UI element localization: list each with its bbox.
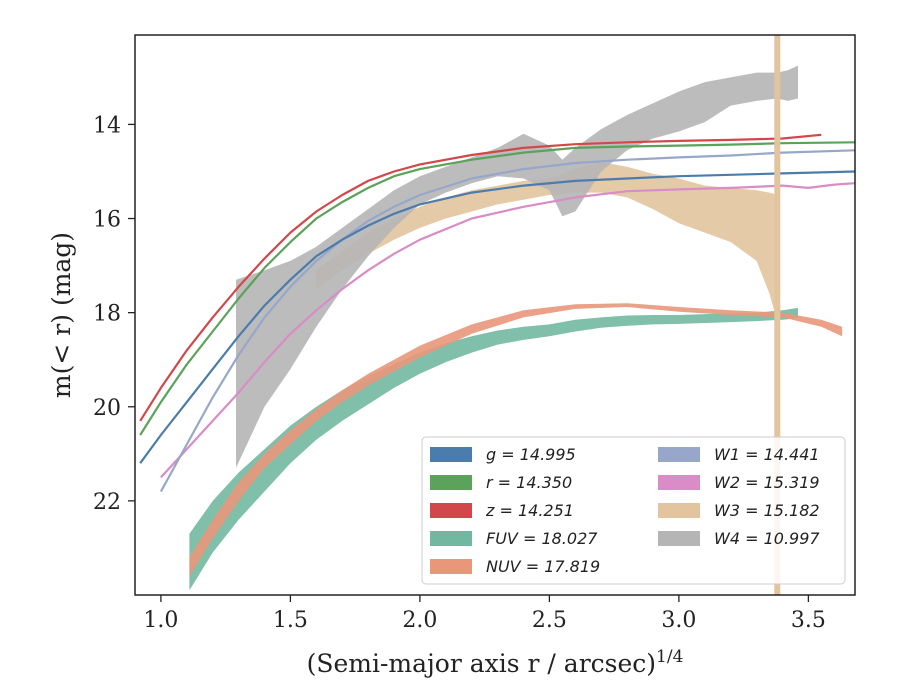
legend-swatch-fuv — [430, 531, 472, 546]
y-axis-label: m(< r) (mag) — [47, 232, 76, 398]
legend-label-w2: W2 = 15.319 — [714, 473, 820, 492]
line-g — [139, 170, 855, 464]
line-r — [139, 141, 855, 436]
band-w3 — [316, 162, 778, 323]
x-axis-label: (Semi-major axis r / arcsec)1/4 — [307, 647, 684, 678]
legend-label-nuv: NUV = 17.819 — [486, 557, 600, 576]
y-tick-label: 16 — [93, 208, 121, 233]
legend-frame — [421, 436, 846, 585]
x-tick-label: 2.5 — [532, 608, 567, 633]
x-tick-label: 1.5 — [273, 608, 308, 633]
line-w1 — [159, 149, 855, 493]
legend-label-w1: W1 = 14.441 — [714, 445, 820, 464]
w3-vertical-band — [774, 35, 781, 595]
legend-label-w3: W3 = 15.182 — [714, 501, 820, 520]
plot-area — [139, 35, 855, 595]
band-w4 — [236, 65, 798, 468]
legend: g = 14.995 r = 14.350 z = 14.251 FUV = 18.0… — [421, 436, 846, 585]
x-tick-label: 2.0 — [402, 608, 437, 633]
legend-swatch-w3 — [658, 503, 700, 518]
line-z — [139, 133, 822, 422]
legend-swatch-w2 — [658, 475, 700, 490]
line-w2 — [160, 182, 855, 479]
y-tick-label: 22 — [93, 490, 121, 515]
x-tick-label: 3.5 — [791, 608, 826, 633]
x-tick-label: 1.0 — [143, 608, 178, 633]
axis-ticks: 1.0 1.5 2.0 2.5 3.0 3.5 14 16 18 20 22 — [93, 113, 826, 633]
legend-label-z: z = 14.251 — [485, 501, 574, 520]
legend-label-g: g = 14.995 — [486, 445, 576, 464]
legend-swatch-nuv — [430, 559, 472, 574]
legend-swatch-g — [430, 447, 472, 462]
axes-frame — [134, 34, 856, 596]
y-tick-label: 18 — [93, 302, 121, 327]
legend-swatch-z — [430, 503, 472, 518]
legend-label-r: r = 14.350 — [486, 473, 572, 492]
legend-swatch-w1 — [658, 447, 700, 462]
y-tick-label: 20 — [93, 396, 121, 421]
y-tick-label: 14 — [93, 113, 121, 138]
legend-swatch-r — [430, 475, 472, 490]
legend-swatch-w4 — [658, 531, 700, 546]
x-tick-label: 3.0 — [661, 608, 696, 633]
legend-label-fuv: FUV = 18.027 — [486, 529, 598, 548]
legend-label-w4: W4 = 10.997 — [714, 529, 820, 548]
